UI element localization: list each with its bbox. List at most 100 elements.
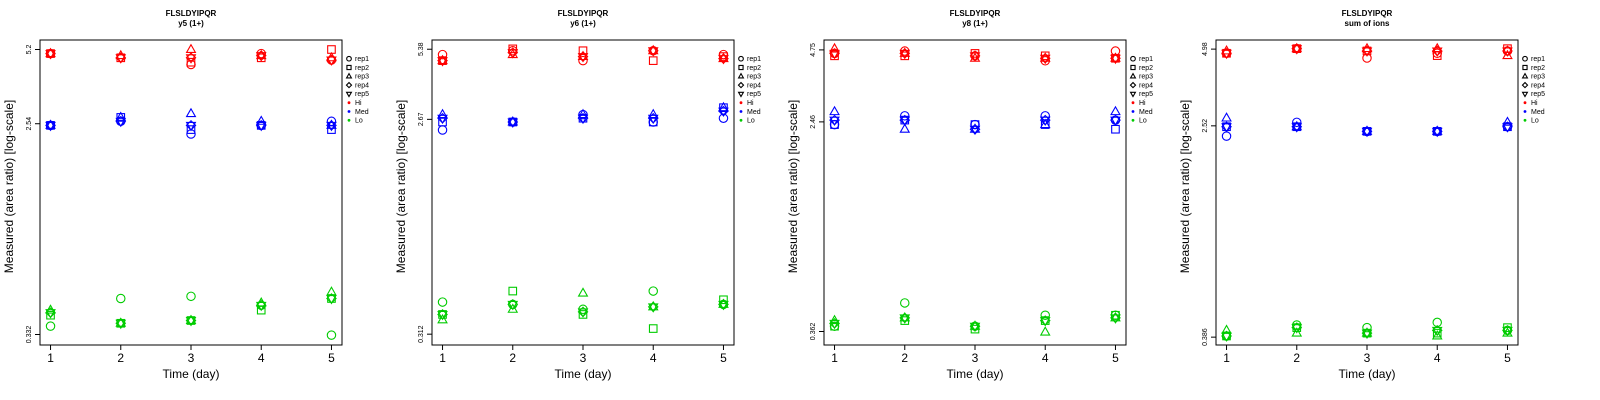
legend-label-rep2: rep2	[355, 65, 369, 72]
legend-label-rep3: rep3	[747, 74, 761, 81]
data-point-lo-rep1	[45, 321, 56, 331]
data-point-lo-rep2	[578, 310, 588, 319]
legend-label-lo: Lo	[1139, 118, 1147, 125]
legend-label-rep5: rep5	[1531, 91, 1545, 98]
chart-subtitle: y5 (1+)	[178, 19, 204, 28]
data-point-lo-rep5	[577, 308, 589, 318]
data-point-hi-rep5	[1431, 47, 1443, 57]
data-point-med-rep3	[1221, 112, 1232, 122]
legend-dot-lo	[1131, 118, 1135, 122]
data-point-lo-rep3	[1110, 311, 1121, 322]
legend-marker-rep5	[345, 91, 353, 98]
legend-label-rep4: rep4	[1531, 82, 1545, 89]
data-point-hi-rep5	[185, 54, 197, 64]
chart-subtitle: sum of ions	[1345, 19, 1390, 28]
data-point-lo-rep5	[1361, 329, 1373, 340]
data-point-hi-rep3	[1110, 52, 1121, 62]
data-point-med-rep1	[1292, 117, 1302, 128]
data-point-hi-rep1	[1362, 53, 1372, 63]
data-point-med-rep3	[1291, 120, 1303, 131]
y-tick-label: 2.67	[418, 112, 425, 126]
data-point-hi-rep5	[115, 54, 127, 64]
data-point-hi-rep5	[437, 57, 448, 67]
x-tick-label: 4	[650, 351, 657, 365]
legend-marker-rep1	[738, 55, 744, 62]
data-point-lo-rep3	[1431, 330, 1443, 340]
data-point-med-rep3	[185, 107, 197, 118]
legend-label-med: Med	[747, 109, 761, 116]
data-point-hi-rep5	[1291, 45, 1303, 55]
data-point-hi-rep3	[45, 47, 56, 58]
data-point-lo-rep3	[1361, 327, 1373, 337]
y-tick-label: 4.98	[1202, 42, 1209, 56]
x-tick-label: 5	[1112, 351, 1119, 365]
data-point-lo-rep2	[719, 295, 728, 305]
data-point-lo-rep1	[1040, 310, 1050, 321]
x-axis-label: Time (day)	[555, 367, 612, 381]
legend-label-med: Med	[1531, 109, 1545, 116]
legend-marker-rep4	[345, 81, 353, 89]
data-point-med-rep2	[648, 117, 658, 127]
plot-frame	[39, 39, 343, 346]
data-point-lo-rep2	[830, 321, 839, 331]
data-point-med-rep5	[1110, 116, 1121, 127]
x-tick-label: 1	[439, 351, 446, 365]
data-point-hi-rep3	[1291, 42, 1303, 53]
data-point-med-rep1	[1221, 131, 1232, 141]
data-point-med-rep1	[437, 125, 448, 135]
x-axis-label: Time (day)	[1339, 367, 1396, 381]
data-point-hi-rep5	[45, 50, 56, 60]
legend-marker-rep3	[737, 72, 745, 79]
y-tick-label: 0.386	[1202, 328, 1209, 346]
legend-dot-lo	[1523, 118, 1527, 122]
chart-subtitle: y6 (1+)	[570, 19, 596, 28]
legend-label-rep1: rep1	[1531, 56, 1545, 63]
legend-marker-rep3	[1521, 72, 1529, 79]
data-point-hi-rep5	[899, 49, 911, 60]
data-point-med-rep3	[1361, 125, 1373, 135]
data-point-med-rep5	[185, 121, 197, 132]
x-tick-label: 2	[509, 351, 516, 365]
data-point-lo-rep2	[46, 310, 55, 320]
data-point-med-rep2	[186, 125, 196, 134]
data-point-med-rep5	[577, 114, 589, 125]
x-axis-label: Time (day)	[163, 367, 220, 381]
data-point-hi-rep5	[507, 49, 519, 59]
data-point-lo-rep5	[899, 314, 911, 324]
data-point-med-rep1	[718, 113, 729, 123]
data-point-hi-rep3	[718, 52, 729, 63]
data-point-lo-rep1	[648, 286, 658, 296]
legend-label-rep5: rep5	[1139, 91, 1153, 98]
data-point-lo-rep5	[326, 295, 337, 305]
data-point-lo-rep5	[829, 319, 840, 330]
data-point-hi-rep5	[718, 55, 729, 65]
legend-marker-rep2	[738, 64, 744, 71]
legend-label-rep3: rep3	[355, 74, 369, 81]
x-tick-label: 4	[1434, 351, 1441, 365]
data-point-med-rep3	[647, 108, 659, 119]
chart-title: FLSLDYIPQR	[1342, 9, 1393, 18]
data-point-lo-rep5	[1221, 332, 1232, 342]
data-point-lo-rep1	[186, 291, 196, 302]
legend-label-lo: Lo	[355, 118, 363, 125]
data-point-med-rep5	[718, 107, 729, 118]
data-point-hi-rep5	[1361, 47, 1373, 57]
data-point-hi-rep5	[255, 52, 267, 62]
x-tick-label: 3	[1364, 351, 1371, 365]
data-point-hi-rep3	[1039, 52, 1051, 62]
x-tick-label: 1	[1223, 351, 1230, 365]
x-tick-label: 3	[188, 351, 195, 365]
legend-label-rep5: rep5	[355, 91, 369, 98]
data-point-med-rep2	[438, 117, 447, 127]
legend-marker-rep4	[1129, 81, 1137, 89]
data-point-lo-rep3	[1291, 327, 1303, 337]
legend-marker-rep1	[1130, 55, 1136, 62]
x-tick-label: 2	[1293, 351, 1300, 365]
data-point-hi-rep5	[1039, 54, 1051, 65]
data-point-med-rep5	[1291, 123, 1303, 133]
legend-label-rep4: rep4	[747, 82, 761, 89]
data-point-lo-rep5	[437, 310, 448, 321]
data-point-hi-rep5	[1502, 47, 1513, 57]
legend-label-rep1: rep1	[747, 56, 761, 63]
